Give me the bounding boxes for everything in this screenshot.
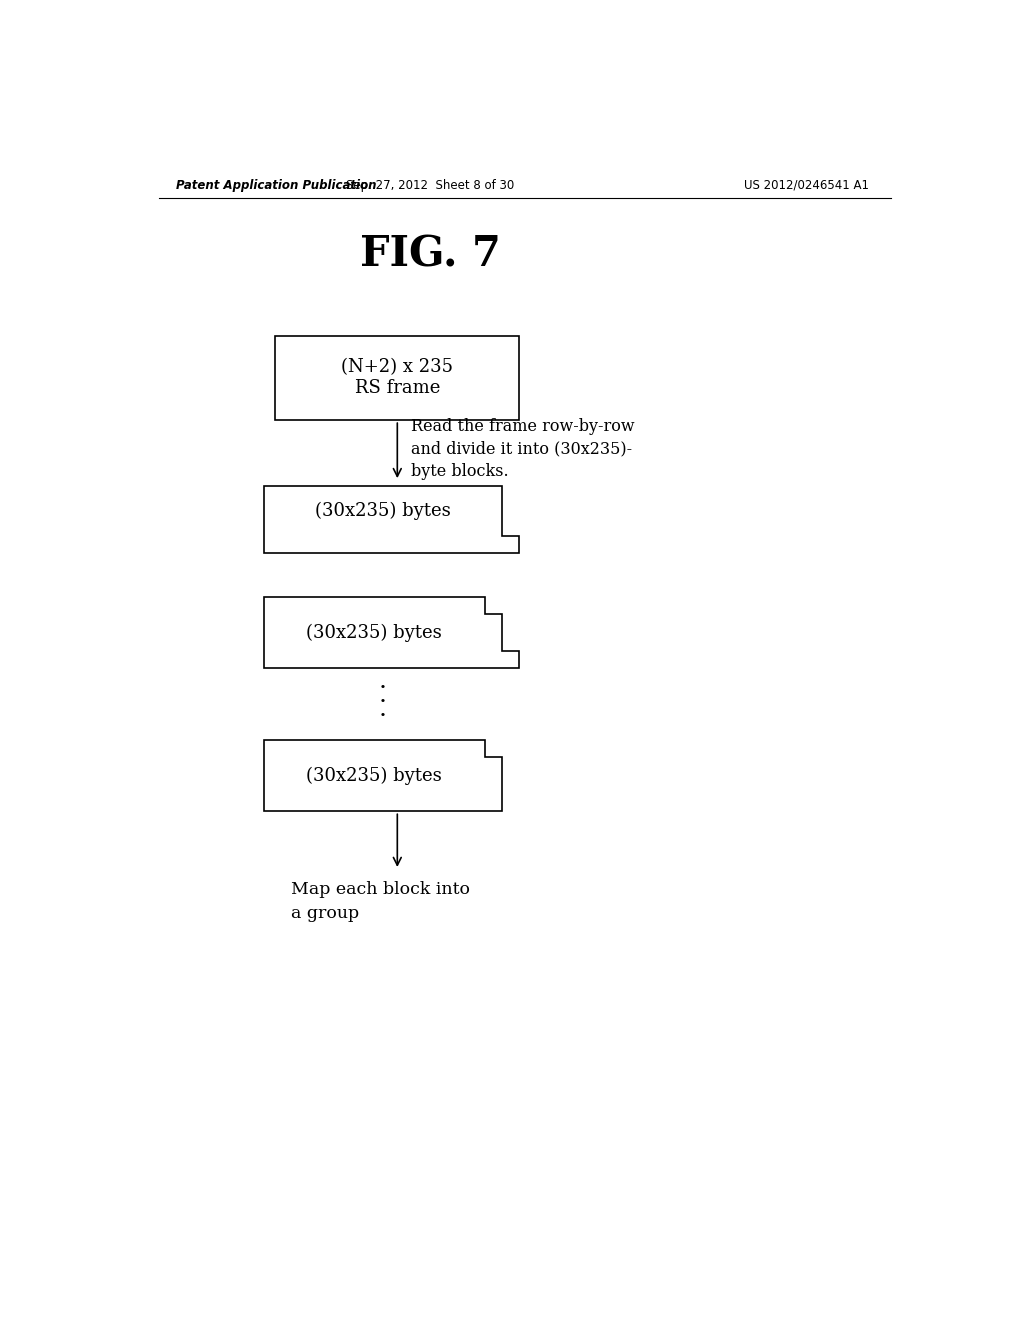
Text: FIG. 7: FIG. 7 [359,234,501,276]
Text: (30x235) bytes: (30x235) bytes [306,767,442,784]
Polygon shape [263,739,502,812]
Polygon shape [263,598,518,668]
Text: .: . [379,684,387,708]
Text: (30x235) bytes: (30x235) bytes [314,502,451,520]
Text: (N+2) x 235
RS frame: (N+2) x 235 RS frame [341,359,454,397]
Polygon shape [263,486,518,553]
Text: US 2012/0246541 A1: US 2012/0246541 A1 [743,178,868,191]
Text: Map each block into
a group: Map each block into a group [291,882,470,921]
Text: .: . [379,671,387,693]
Text: Sep. 27, 2012  Sheet 8 of 30: Sep. 27, 2012 Sheet 8 of 30 [346,178,514,191]
Text: Read the frame row-by-row
and divide it into (30x235)-
byte blocks.: Read the frame row-by-row and divide it … [412,418,635,479]
Text: .: . [379,698,387,721]
Text: Patent Application Publication: Patent Application Publication [176,178,377,191]
Text: (30x235) bytes: (30x235) bytes [306,623,442,642]
Polygon shape [275,335,519,420]
